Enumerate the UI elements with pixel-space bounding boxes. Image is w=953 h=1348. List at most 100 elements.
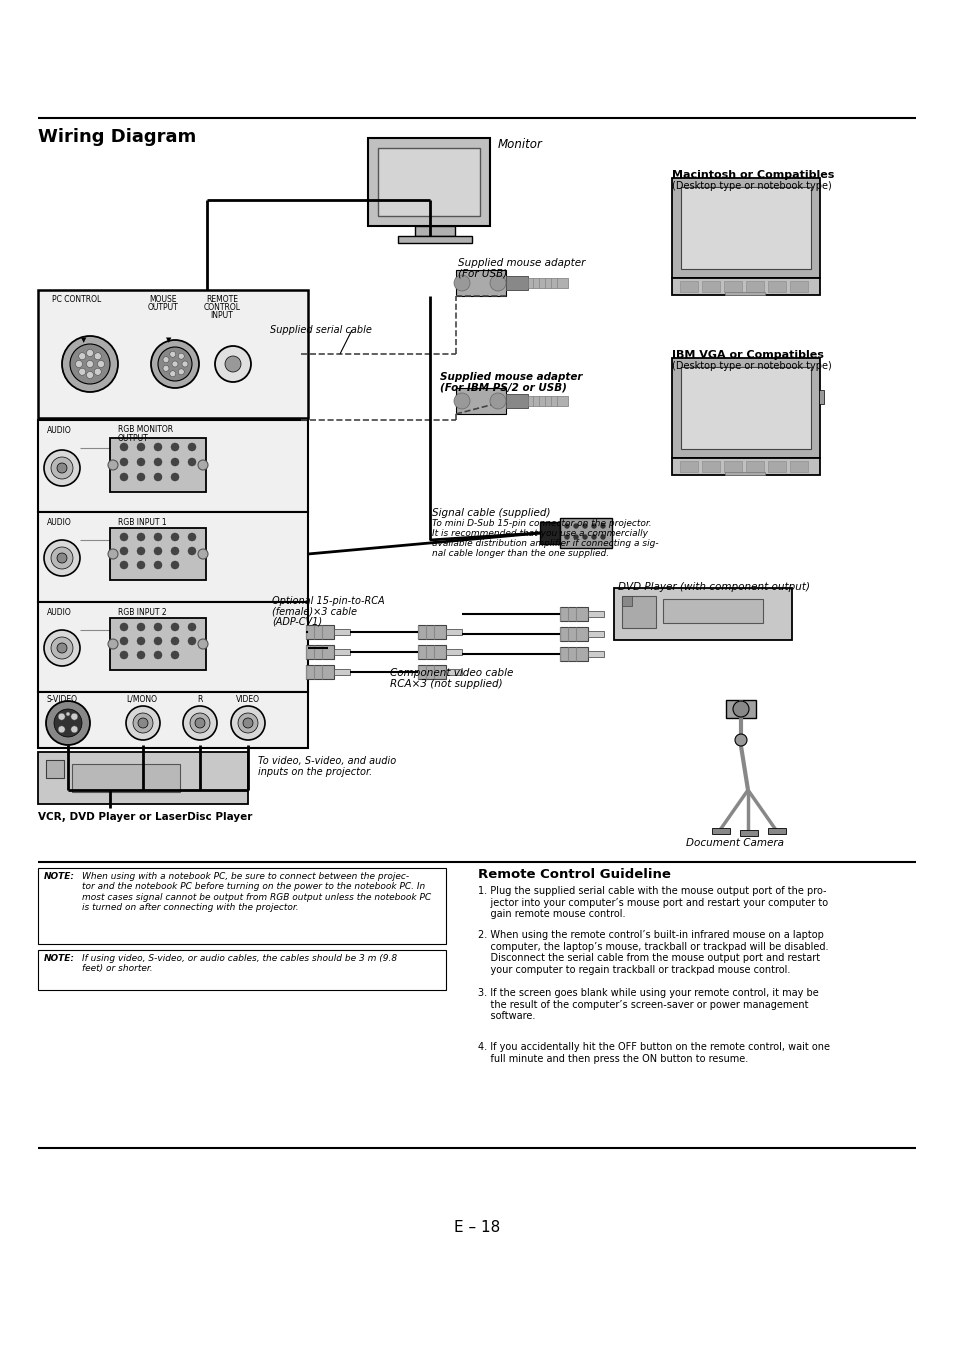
Text: Wiring Diagram: Wiring Diagram: [38, 128, 196, 146]
Text: (For USB): (For USB): [457, 268, 507, 278]
Bar: [701, 461, 720, 472]
Text: To video, S-video, and audio: To video, S-video, and audio: [257, 756, 395, 766]
Bar: [680, 187, 810, 270]
Text: Supplied mouse adapter: Supplied mouse adapter: [439, 372, 582, 381]
Text: Optional 15-pin-to-RCA: Optional 15-pin-to-RCA: [272, 596, 384, 607]
Text: MOUSE: MOUSE: [149, 295, 176, 305]
Circle shape: [108, 549, 118, 559]
Bar: [38, 421, 308, 512]
Text: RCA×3 (not supplied): RCA×3 (not supplied): [390, 679, 502, 689]
Circle shape: [171, 651, 179, 659]
Bar: [306, 625, 334, 639]
Bar: [725, 700, 755, 718]
Text: NOTE:: NOTE:: [44, 954, 75, 962]
Text: L/MONO: L/MONO: [127, 696, 157, 704]
Circle shape: [188, 638, 195, 644]
Bar: [446, 630, 461, 635]
Text: When using with a notebook PC, be sure to connect between the projec-
tor and th: When using with a notebook PC, be sure t…: [82, 872, 431, 913]
Circle shape: [591, 535, 596, 539]
Text: ▼: ▼: [81, 337, 87, 342]
Bar: [527, 396, 567, 406]
Bar: [711, 828, 729, 834]
Bar: [559, 607, 587, 621]
Bar: [334, 630, 350, 635]
Text: REMOTE: REMOTE: [206, 295, 237, 305]
Bar: [306, 644, 334, 659]
Circle shape: [188, 443, 195, 452]
Circle shape: [732, 701, 748, 717]
Text: E – 18: E – 18: [454, 1220, 499, 1235]
Bar: [446, 669, 461, 675]
Circle shape: [126, 706, 160, 740]
Bar: [46, 760, 64, 778]
Circle shape: [171, 623, 179, 631]
Circle shape: [132, 713, 152, 733]
Bar: [368, 137, 490, 226]
Circle shape: [170, 352, 175, 357]
Bar: [38, 752, 248, 803]
Bar: [415, 226, 455, 236]
Circle shape: [153, 561, 162, 569]
Text: OUTPUT: OUTPUT: [148, 303, 178, 311]
Text: inputs on the projector.: inputs on the projector.: [257, 767, 372, 776]
Circle shape: [163, 357, 169, 363]
Circle shape: [57, 643, 67, 652]
Circle shape: [120, 547, 128, 555]
Circle shape: [58, 725, 65, 733]
Circle shape: [171, 443, 179, 452]
Circle shape: [108, 460, 118, 470]
Bar: [614, 588, 791, 640]
Text: Supplied mouse adapter: Supplied mouse adapter: [457, 257, 585, 268]
Circle shape: [120, 473, 128, 481]
Text: (ADP-CV1): (ADP-CV1): [272, 616, 322, 625]
Circle shape: [171, 561, 179, 569]
Circle shape: [573, 535, 578, 539]
Bar: [789, 461, 807, 472]
Circle shape: [153, 547, 162, 555]
Bar: [110, 438, 206, 492]
Text: Macintosh or Compatibles: Macintosh or Compatibles: [671, 170, 834, 181]
Text: AUDIO: AUDIO: [47, 608, 71, 617]
Bar: [679, 280, 698, 293]
Bar: [671, 178, 820, 278]
Bar: [417, 644, 446, 659]
Bar: [334, 648, 350, 655]
Circle shape: [137, 651, 145, 659]
Circle shape: [591, 523, 596, 528]
Circle shape: [87, 360, 93, 368]
Circle shape: [599, 523, 605, 528]
Bar: [745, 280, 763, 293]
Bar: [679, 461, 698, 472]
Circle shape: [225, 356, 241, 372]
Circle shape: [153, 473, 162, 481]
Circle shape: [120, 443, 128, 452]
Circle shape: [190, 713, 210, 733]
Text: Component video cable: Component video cable: [390, 669, 513, 678]
Circle shape: [231, 706, 265, 740]
Circle shape: [582, 535, 587, 539]
Bar: [417, 665, 446, 679]
Circle shape: [120, 651, 128, 659]
Bar: [71, 764, 180, 793]
Circle shape: [198, 549, 208, 559]
Circle shape: [198, 460, 208, 470]
Circle shape: [163, 365, 169, 371]
Text: If using video, S-video, or audio cables, the cables should be 3 m (9.8
feet) or: If using video, S-video, or audio cables…: [82, 954, 396, 973]
Text: 1. Plug the supplied serial cable with the mouse output port of the pro-
    jec: 1. Plug the supplied serial cable with t…: [477, 886, 827, 919]
Circle shape: [153, 443, 162, 452]
Bar: [740, 830, 758, 836]
Bar: [456, 270, 505, 297]
Circle shape: [120, 458, 128, 466]
Text: AUDIO: AUDIO: [47, 518, 71, 527]
Circle shape: [137, 547, 145, 555]
Bar: [417, 625, 446, 639]
Bar: [701, 280, 720, 293]
Bar: [587, 611, 603, 617]
Circle shape: [79, 368, 86, 375]
Circle shape: [153, 532, 162, 541]
Circle shape: [79, 353, 86, 360]
Text: NOTE:: NOTE:: [44, 872, 75, 882]
Bar: [767, 828, 785, 834]
Bar: [334, 669, 350, 675]
Bar: [38, 868, 446, 944]
